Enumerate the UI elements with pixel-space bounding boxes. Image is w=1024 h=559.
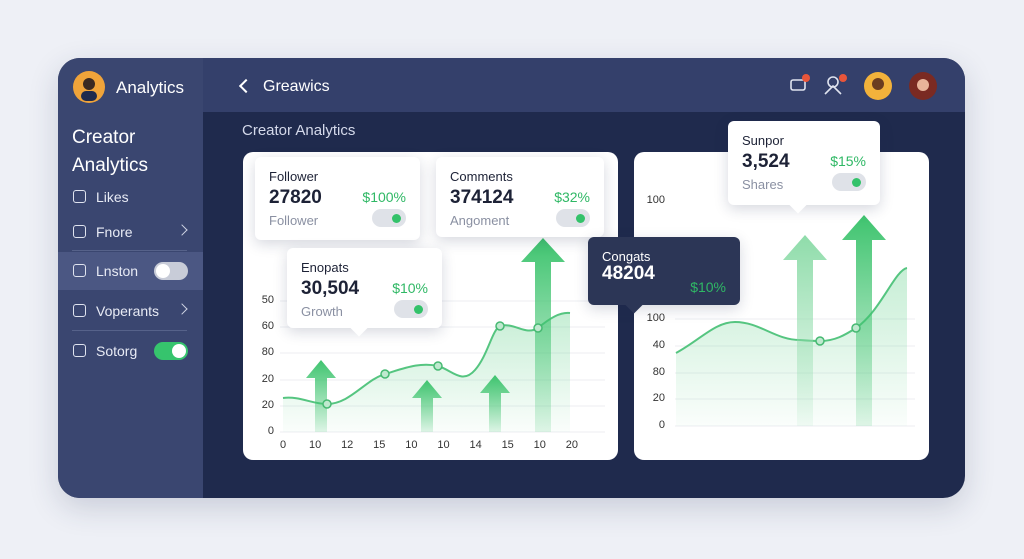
toggle[interactable]: [154, 342, 188, 360]
sidebar-item[interactable]: Fnore: [58, 213, 203, 251]
item-icon: [73, 344, 86, 357]
card-toggle[interactable]: [372, 209, 406, 227]
card-change: $100%: [362, 189, 406, 205]
x-tick-label: 20: [565, 439, 579, 451]
x-tick-label: 10: [308, 439, 322, 451]
x-tick-label: 15: [501, 439, 514, 451]
item-label: Fnore: [96, 224, 133, 240]
card-caption: Growth: [301, 304, 343, 319]
card-change: $32%: [554, 189, 590, 205]
x-tick-label: 10: [405, 439, 418, 451]
y-tick-label: 60: [261, 320, 274, 332]
item-icon: [73, 225, 86, 238]
card-toggle[interactable]: [556, 209, 590, 227]
stat-card: Follower 27820 $100% Follower: [255, 157, 420, 240]
item-label: Lnston: [96, 263, 139, 279]
card-value: 48204: [602, 263, 655, 284]
toolbar-icons[interactable]: [783, 68, 963, 104]
item-icon: [73, 304, 86, 317]
sidebar-item[interactable]: Lnston: [58, 252, 203, 290]
y-tick-label: 20: [261, 373, 274, 385]
x-tick-label: 0: [279, 439, 287, 451]
y-tick-label: 100: [646, 312, 665, 324]
sidebar-item[interactable]: Voperants: [58, 292, 203, 330]
stat-card: Congats 48204 $10%: [588, 237, 740, 314]
card-caption: Shares: [742, 177, 784, 192]
card-toggle[interactable]: [832, 173, 866, 191]
card-title: Congats: [602, 249, 651, 264]
item-label: Sotorg: [96, 343, 138, 359]
card-title: Follower: [269, 169, 319, 184]
card-change: $10%: [392, 280, 428, 296]
card-value: 374124: [450, 187, 514, 208]
y-tick-label: 40: [652, 339, 665, 351]
x-tick-label: 14: [469, 439, 482, 451]
top-bar: Greawics: [203, 58, 965, 112]
y-tick-label: 80: [261, 346, 274, 358]
separator: [72, 330, 187, 331]
y-tick-label: 20: [261, 399, 274, 411]
item-label: Voperants: [96, 303, 160, 319]
brand-avatar: [73, 71, 105, 103]
section-title: Creator Analytics: [72, 127, 149, 176]
page-title: Greawics: [263, 78, 330, 95]
content-title: Creator Analytics: [242, 122, 356, 139]
y-tick-label: 50: [261, 294, 274, 306]
x-tick-label: 10: [437, 439, 450, 451]
card-toggle[interactable]: [394, 300, 428, 318]
card-change: $10%: [690, 279, 726, 295]
card-title: Enopats: [301, 260, 349, 275]
card-title: Sunpor: [742, 133, 784, 148]
y-tick-label: 0: [267, 425, 274, 437]
sidebar-item[interactable]: Likes: [58, 178, 203, 216]
stat-card: Sunpor 3,524 $15% Shares: [728, 121, 880, 214]
card-caption: Follower: [269, 213, 319, 228]
y-tick-label: 0: [658, 419, 665, 431]
toggle[interactable]: [154, 262, 188, 280]
item-icon: [73, 264, 86, 277]
y-tick-label: 100: [646, 194, 665, 206]
sidebar: Analytics Creator Analytics Likes Fnore Ln…: [58, 58, 203, 498]
stat-card: Comments 374124 $32% Angoment: [436, 157, 604, 237]
brand-name: Analytics: [116, 78, 185, 97]
stat-card: Enopats 30,504 $10% Growth: [287, 248, 442, 337]
card-change: $15%: [830, 153, 866, 169]
card-caption: Angoment: [450, 213, 510, 228]
card-title: Comments: [450, 169, 513, 184]
x-tick-label: 10: [533, 439, 546, 451]
card-value: 27820: [269, 187, 322, 208]
card-value: 30,504: [301, 278, 360, 299]
y-tick-label: 80: [652, 366, 665, 378]
separator: [72, 250, 187, 251]
item-icon: [73, 190, 86, 203]
card-value: 3,524: [742, 151, 790, 172]
x-tick-label: 12: [341, 439, 354, 451]
sidebar-item[interactable]: Sotorg: [58, 332, 203, 370]
y-tick-label: 20: [652, 392, 665, 404]
x-tick-label: 15: [373, 439, 386, 451]
item-label: Likes: [96, 189, 129, 205]
